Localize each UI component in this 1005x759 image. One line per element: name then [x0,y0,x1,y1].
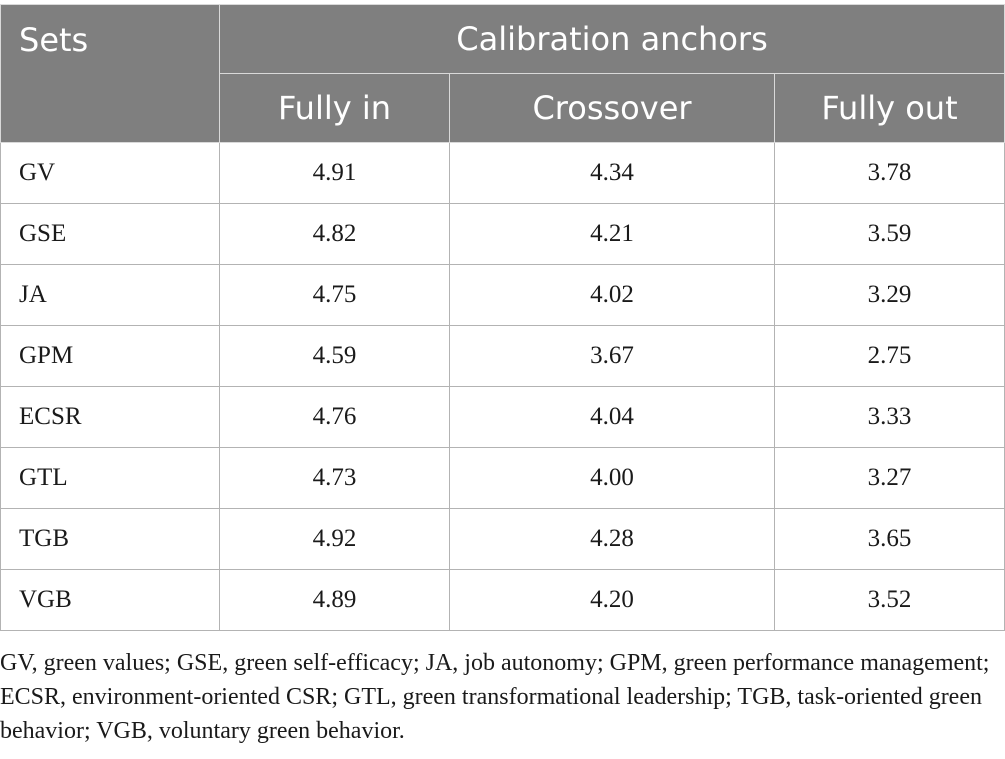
cell-crossover: 4.00 [449,447,775,509]
table-row: GSE 4.82 4.21 3.59 [0,203,1005,265]
cell-set: GSE [0,203,220,265]
cell-fully-in: 4.82 [219,203,450,265]
header-calibration-anchors: Calibration anchors [218,4,1005,74]
cell-crossover: 4.21 [449,203,775,265]
cell-set: TGB [0,508,220,570]
cell-fully-out: 3.65 [773,508,1005,570]
calibration-table-container: Sets Calibration anchors Fully in Crosso… [0,4,1005,631]
table-footnote: GV, green values; GSE, green self-effica… [0,650,990,744]
table-row: ECSR 4.76 4.04 3.33 [0,386,1005,448]
cell-fully-out: 3.78 [773,142,1005,204]
header-crossover: Crossover [449,73,775,143]
cell-fully-out: 2.75 [773,325,1005,387]
table-row: GV 4.91 4.34 3.78 [0,142,1005,204]
cell-fully-out: 3.33 [773,386,1005,448]
cell-set: GPM [0,325,220,387]
table-header-row: Sets Calibration anchors [0,4,1005,143]
cell-fully-in: 4.92 [219,508,450,570]
header-fully-in: Fully in [219,73,450,143]
cell-crossover: 4.34 [449,142,775,204]
cell-fully-in: 4.59 [219,325,450,387]
header-sets: Sets [0,4,220,143]
cell-set: GTL [0,447,220,509]
cell-fully-out: 3.52 [773,569,1005,631]
cell-fully-out: 3.29 [773,264,1005,326]
calibration-table: Sets Calibration anchors Fully in Crosso… [0,4,1005,631]
cell-crossover: 4.28 [449,508,775,570]
cell-set: VGB [0,569,220,631]
cell-set: ECSR [0,386,220,448]
table-row: GPM 4.59 3.67 2.75 [0,325,1005,387]
cell-fully-out: 3.27 [773,447,1005,509]
cell-fully-in: 4.91 [219,142,450,204]
cell-set: JA [0,264,220,326]
cell-crossover: 4.20 [449,569,775,631]
cell-crossover: 4.04 [449,386,775,448]
cell-fully-in: 4.89 [219,569,450,631]
cell-crossover: 3.67 [449,325,775,387]
cell-fully-in: 4.73 [219,447,450,509]
table-row: GTL 4.73 4.00 3.27 [0,447,1005,509]
cell-set: GV [0,142,220,204]
cell-fully-out: 3.59 [773,203,1005,265]
cell-fully-in: 4.76 [219,386,450,448]
table-row: VGB 4.89 4.20 3.52 [0,569,1005,631]
cell-crossover: 4.02 [449,264,775,326]
header-fully-out: Fully out [773,73,1005,143]
table-subheader-row: Fully in Crossover Fully out [1,73,1005,143]
table-row: JA 4.75 4.02 3.29 [0,264,1005,326]
cell-fully-in: 4.75 [219,264,450,326]
table-row: TGB 4.92 4.28 3.65 [0,508,1005,570]
